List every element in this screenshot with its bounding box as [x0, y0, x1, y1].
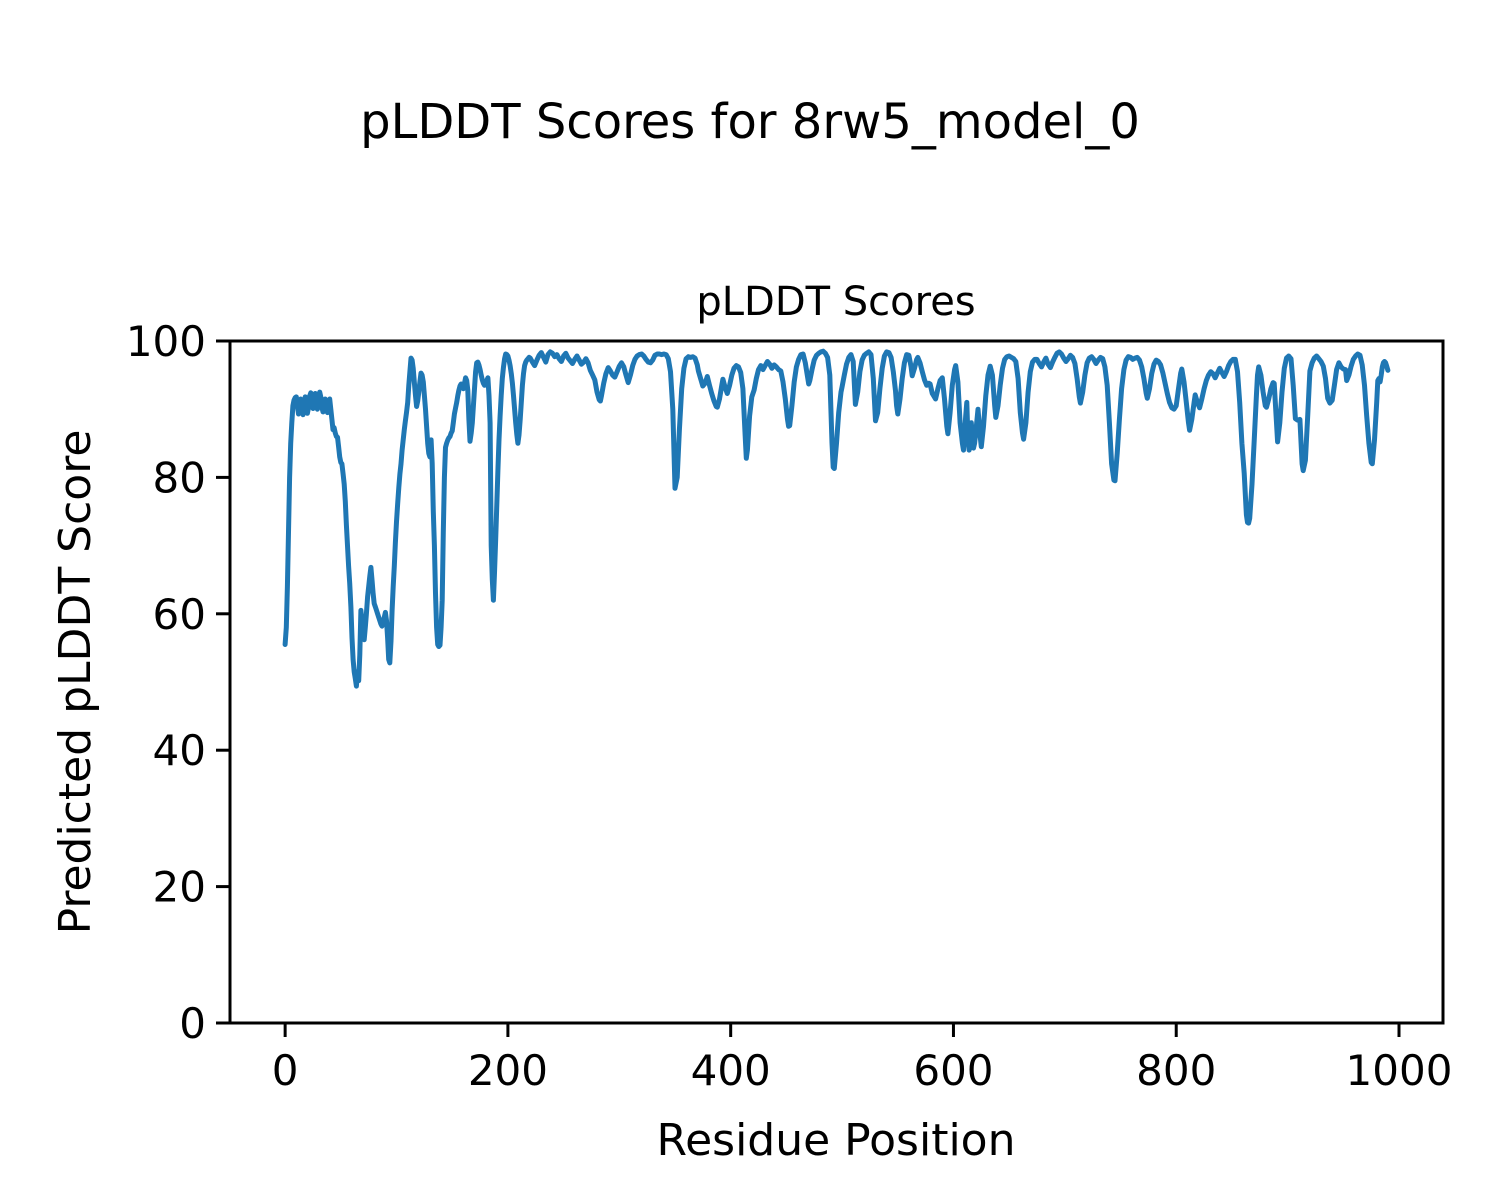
x-tick-label: 800 [1136, 1046, 1216, 1095]
x-tick-label: 200 [468, 1046, 548, 1095]
figure-title: pLDDT Scores for 8rw5_model_0 [360, 94, 1140, 150]
y-tick-label: 20 [153, 863, 206, 912]
x-tick-label: 1000 [1346, 1046, 1453, 1095]
y-tick-label: 60 [153, 590, 206, 639]
y-tick-label: 80 [153, 453, 206, 502]
x-tick-label: 400 [691, 1046, 771, 1095]
x-tick-label: 600 [913, 1046, 993, 1095]
y-tick-label: 100 [126, 317, 206, 366]
y-tick-label: 0 [179, 999, 206, 1048]
x-ticks: 0 200 400 600 800 1000 [272, 1023, 1453, 1095]
axes-title: pLDDT Scores [696, 279, 975, 325]
x-tick-label: 0 [272, 1046, 299, 1095]
y-ticks: 0 20 40 60 80 100 [126, 317, 230, 1048]
axes: pLDDT Scores 0 200 400 600 800 1000 0 20 40 60 80… [50, 279, 1452, 1166]
plot-frame [228, 339, 1445, 1025]
plddt-line [282, 348, 1391, 689]
y-tick-label: 40 [153, 726, 206, 775]
y-axis-label: Predicted pLDDT Score [50, 430, 101, 935]
x-axis-label: Residue Position [656, 1115, 1015, 1166]
